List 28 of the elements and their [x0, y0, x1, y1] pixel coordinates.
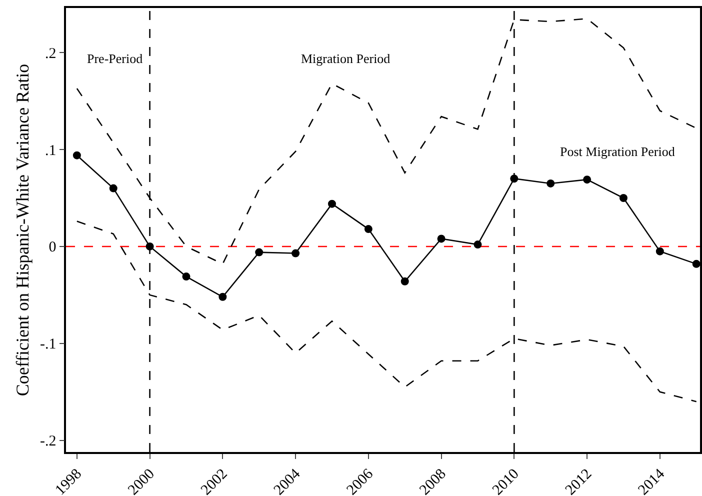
line-series — [76, 220, 698, 402]
point — [510, 174, 518, 183]
point — [583, 176, 592, 184]
y-tick-label: .1 — [45, 142, 56, 159]
y-tick-label: 0 — [48, 240, 56, 256]
point — [146, 242, 154, 250]
point — [72, 151, 81, 160]
point — [619, 194, 628, 202]
y-axis-title: Coefficient on Hispanic-White Variance Ratio — [12, 64, 33, 396]
point — [437, 234, 446, 243]
y-tick-label: .2 — [45, 46, 56, 62]
point — [292, 249, 300, 258]
point — [546, 179, 555, 188]
annotation: Migration Period — [301, 51, 391, 66]
point — [400, 277, 409, 286]
annotation: Post Migration Period — [560, 144, 676, 159]
point — [692, 260, 700, 268]
point — [364, 225, 372, 234]
annotation: Pre-Period — [87, 51, 144, 66]
point — [109, 184, 118, 192]
point — [182, 272, 190, 281]
point — [328, 200, 336, 208]
y-tick-label: -.1 — [40, 336, 56, 353]
point — [218, 292, 227, 301]
y-tick-label: -.2 — [40, 434, 56, 450]
point — [656, 247, 664, 256]
point — [474, 240, 482, 249]
point — [255, 248, 264, 256]
